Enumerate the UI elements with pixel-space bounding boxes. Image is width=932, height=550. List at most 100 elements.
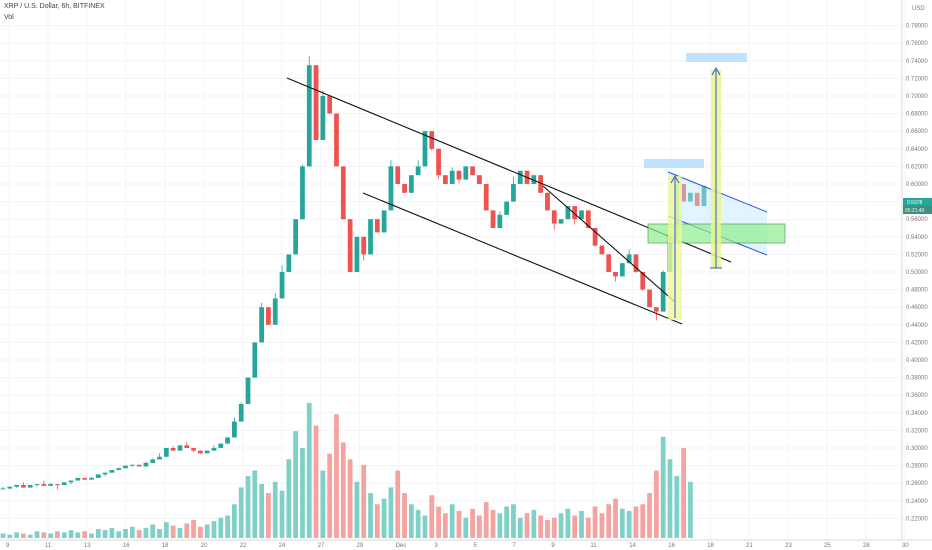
candle-body	[653, 307, 659, 312]
volume-bar	[524, 513, 530, 538]
volume-bar	[415, 509, 421, 538]
volume-bar	[320, 470, 326, 538]
volume-bar	[361, 464, 367, 538]
y-tick-label: 0.32000	[906, 428, 928, 434]
y-tick-label: 0.70000	[906, 94, 928, 100]
symbol-title: XRP / U.S. Dollar, 6h, BITFINEX	[4, 3, 105, 10]
volume-bar	[340, 442, 346, 538]
candle-body	[184, 445, 190, 448]
volume-indicator-label: Vol	[4, 14, 14, 21]
candle-body	[14, 484, 19, 487]
candle-body	[293, 219, 299, 255]
volume-bars	[0, 403, 693, 538]
volume-bar	[674, 476, 680, 538]
grid-lines	[0, 0, 906, 540]
candle-body	[232, 421, 237, 438]
trendlines[interactable]	[286, 53, 786, 325]
volume-bar	[197, 526, 203, 538]
volume-bar	[279, 490, 285, 538]
candle-body	[592, 228, 598, 246]
x-tick-label: 11	[590, 543, 597, 549]
candle-body	[606, 254, 612, 272]
candle-body	[415, 166, 421, 176]
candle-body	[27, 484, 33, 488]
steep-trendline[interactable]	[542, 185, 676, 303]
volume-bar	[286, 459, 292, 538]
candle-body	[497, 214, 503, 228]
volume-bar	[436, 506, 441, 538]
y-tick-label: 0.48000	[906, 288, 928, 294]
volume-bar	[327, 453, 333, 538]
candle-body	[395, 166, 401, 184]
candle-body	[123, 465, 128, 469]
volume-bar	[408, 504, 414, 538]
y-tick-label: 0.26000	[906, 481, 928, 487]
candle-body	[163, 448, 169, 457]
volume-bar	[272, 481, 278, 538]
volume-bar	[490, 509, 496, 538]
volume-bar	[592, 506, 598, 538]
candle-body	[259, 307, 265, 343]
candle-body	[34, 484, 40, 486]
volume-bar	[667, 459, 673, 538]
volume-bar	[626, 511, 632, 538]
volume-bar	[374, 504, 380, 538]
x-tick-label: 9	[6, 543, 10, 549]
candle-body	[41, 484, 47, 486]
time-axis[interactable]: 9 11 13 16 18 20 22 24 27 29 Dec 3 5 7 9 11 14 16 18 21 23 25…	[0, 539, 932, 549]
candle-body	[694, 192, 700, 206]
volume-bar	[449, 504, 455, 538]
volume-bar	[102, 530, 108, 538]
volume-bar	[354, 481, 360, 538]
volume-bar	[483, 502, 489, 538]
volume-bar	[177, 527, 183, 538]
candle-body	[422, 131, 428, 167]
volume-bar	[653, 470, 659, 538]
candle-body	[681, 184, 686, 202]
candle-body	[408, 175, 414, 193]
y-tick-label: 0.64000	[906, 147, 928, 153]
volume-bar	[61, 532, 67, 538]
y-tick-label: 0.60000	[906, 182, 928, 188]
candle-body	[477, 175, 482, 184]
volume-bar	[123, 529, 128, 538]
candle-body	[442, 175, 448, 184]
y-tick-label: 0.66000	[906, 129, 928, 135]
volume-bar	[531, 509, 537, 538]
volume-bar	[89, 533, 94, 538]
x-tick-label: 18	[707, 543, 714, 549]
y-tick-label: 0.38000	[906, 376, 928, 382]
volume-bar	[252, 470, 258, 538]
pole-arrow-head	[670, 174, 680, 184]
volume-bar	[211, 521, 217, 538]
countdown-label: 05:21:40	[905, 208, 925, 214]
volume-bar	[429, 495, 435, 538]
channel-lower-line[interactable]	[362, 192, 683, 325]
candle-body	[95, 474, 101, 478]
y-tick-label: 0.72000	[906, 76, 928, 82]
volume-bar	[129, 526, 135, 538]
candles	[0, 56, 707, 490]
volume-bar	[300, 448, 305, 538]
volume-bar	[388, 487, 394, 538]
volume-bar	[0, 533, 6, 538]
volume-bar	[75, 532, 81, 538]
candle-body	[585, 210, 591, 228]
candle-body	[551, 210, 557, 224]
x-tick-label: 16	[668, 543, 675, 549]
x-tick-label: 21	[746, 543, 753, 549]
volume-bar	[456, 511, 462, 538]
volume-bar	[184, 523, 190, 538]
y-tick-label: 0.30000	[906, 446, 928, 452]
volume-bar	[517, 517, 523, 538]
volume-bar	[191, 520, 196, 538]
candle-body	[75, 477, 81, 481]
candle-body	[21, 484, 26, 488]
y-tick-label: 0.76000	[906, 41, 928, 47]
price-axis[interactable]: 0.22000 0.24000 0.26000 0.28000 0.30000 0.320…	[901, 0, 928, 540]
candle-body	[272, 298, 278, 325]
candle-body	[320, 96, 326, 140]
candle-body	[354, 236, 360, 272]
current-price-tag: 0.5978 05:21:40	[903, 198, 932, 214]
